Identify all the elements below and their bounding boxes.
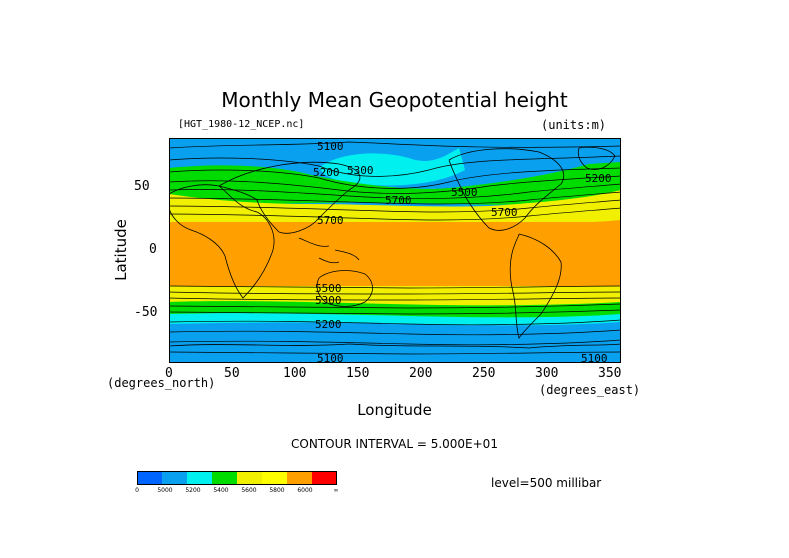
coastline-south-america — [509, 233, 562, 339]
y-tick-label: -50 — [134, 305, 158, 320]
colorbar-tick-label: 5400 — [213, 487, 229, 494]
y-tick-label: 0 — [149, 242, 157, 257]
x-tick-label: 0 — [165, 366, 173, 381]
contour-label: 5200 — [585, 172, 612, 185]
x-axis-unit: (degrees_east) — [539, 383, 641, 397]
colorbar-cell — [262, 471, 288, 485]
contour-label: 5700 — [385, 194, 412, 207]
chart-title: Monthly Mean Geopotential height — [221, 88, 568, 112]
x-tick-label: 250 — [472, 366, 496, 381]
cyan-band-south — [169, 313, 621, 326]
colorbar-tick-label: 5800 — [269, 487, 285, 494]
x-tick-label: 300 — [535, 366, 559, 381]
colorbar-tick-label: 6000 — [297, 487, 313, 494]
colorbar-tick-label: 5000 — [157, 487, 173, 494]
coastline-africa-europe — [169, 184, 275, 299]
colorbar — [137, 471, 337, 485]
contour-interval-text: CONTOUR INTERVAL = 5.000E+01 — [291, 437, 498, 451]
contour-label: 5100 — [317, 140, 344, 153]
colorbar-cell — [137, 471, 163, 485]
y-tick-label: 50 — [134, 179, 150, 194]
contour-label: 5500 — [315, 282, 342, 295]
contour-label: 5200 — [315, 318, 342, 331]
colorbar-tick-label: ∞ — [333, 487, 339, 494]
coastlines — [169, 146, 621, 349]
orange-band-tropics-edge — [169, 220, 621, 238]
contour-label: 5300 — [315, 294, 342, 307]
x-tick-label: 350 — [598, 366, 622, 381]
contour-labels: 5100 5200 5300 5500 5700 5500 5300 5200 … — [313, 140, 612, 363]
colorbar-cell — [237, 471, 263, 485]
coastline-antarctica — [169, 343, 621, 349]
colorbar-cell — [312, 471, 337, 485]
coastline-greenland — [577, 146, 616, 170]
contour-label: 5100 — [581, 352, 608, 363]
colorbar-cells — [137, 471, 337, 485]
colorbar-frame — [137, 471, 337, 485]
x-tick-label: 50 — [224, 366, 240, 381]
coastline-australia — [316, 270, 373, 307]
coastline-north-america — [448, 148, 565, 231]
cyan-band-north — [319, 148, 465, 186]
contour-lines — [169, 141, 621, 355]
units-label: (units:m) — [541, 118, 607, 132]
colorbar-tick-label: 5600 — [241, 487, 257, 494]
colorbar-tick-label: 5200 — [185, 487, 201, 494]
map-frame — [169, 138, 621, 363]
colorbar-cell — [162, 471, 188, 485]
colorbar-cell — [212, 471, 238, 485]
contour-label: 5200 — [313, 166, 340, 179]
contour-label: 5700 — [317, 214, 344, 227]
x-tick-label: 150 — [346, 366, 370, 381]
geopotential-height-map: 5100 5200 5300 5500 5700 5500 5300 5200 … — [169, 138, 621, 363]
colorbar-cell — [187, 471, 213, 485]
coastline-maritime — [298, 237, 360, 264]
coastline-asia — [218, 161, 361, 234]
file-label: [HGT_1980-12_NCEP.nc] — [178, 119, 305, 130]
colorbar-cell — [287, 471, 313, 485]
x-tick-label: 200 — [409, 366, 433, 381]
level-label: level=500 millibar — [491, 476, 602, 490]
y-axis-label: Latitude — [112, 219, 130, 281]
x-axis-label: Longitude — [357, 401, 432, 419]
y-axis-unit: (degrees_north) — [107, 376, 216, 390]
contour-label: 5100 — [317, 352, 344, 363]
contour-label: 5700 — [491, 206, 518, 219]
colorbar-tick-label: 0 — [135, 487, 139, 494]
x-tick-label: 100 — [283, 366, 307, 381]
contour-label: 5300 — [347, 164, 374, 177]
contour-label: 5500 — [451, 186, 478, 199]
